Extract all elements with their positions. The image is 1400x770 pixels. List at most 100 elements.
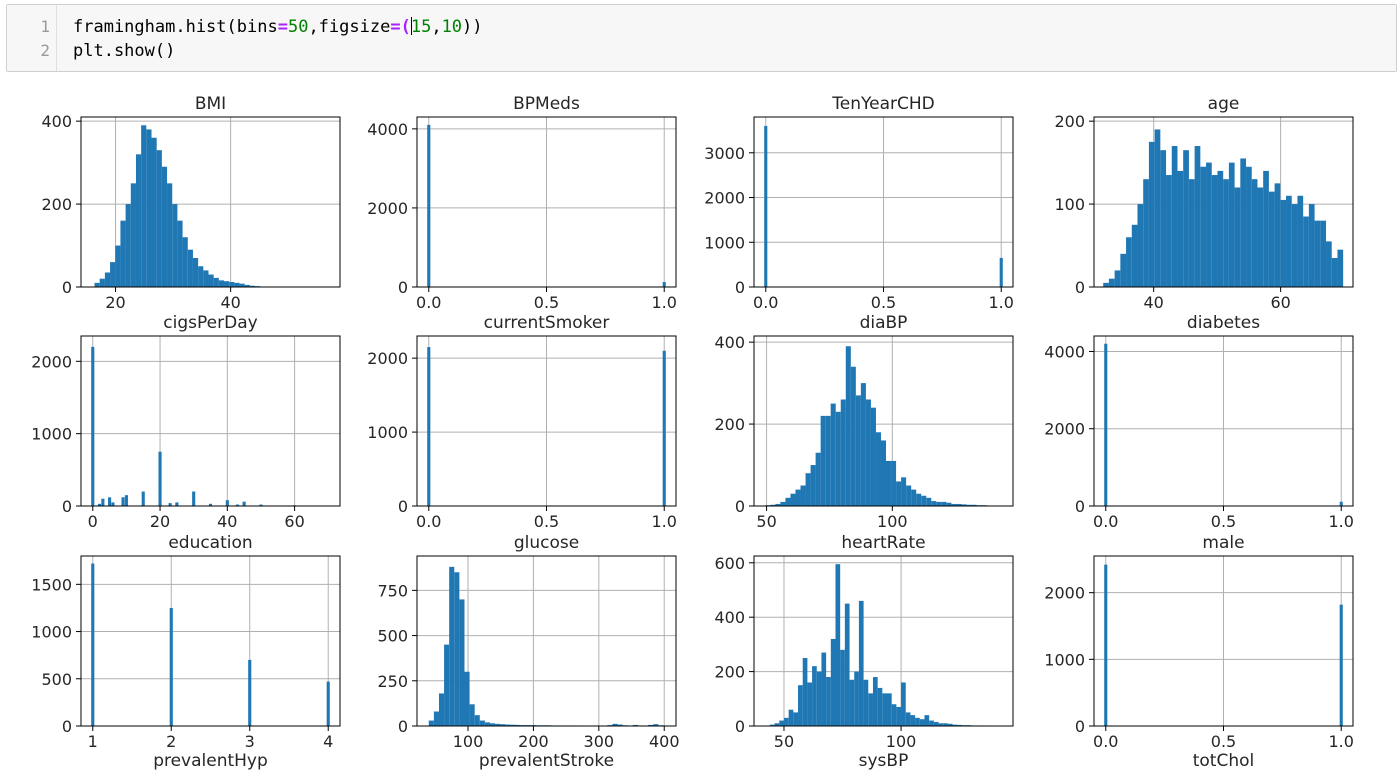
y-tick-label: 0 [1075, 278, 1085, 297]
histogram-bar [812, 666, 817, 726]
code-cell[interactable]: 1 2 framingham.hist(bins=50,figsize=(15,… [6, 4, 1397, 72]
histogram-bar [218, 280, 225, 287]
histogram-bar [1120, 253, 1127, 287]
histogram-bar [213, 277, 219, 287]
histogram-bar [896, 481, 902, 506]
x-tick-label: 200 [518, 732, 549, 751]
code-line[interactable]: framingham.hist(bins=50,figsize=(15,10)) [73, 15, 483, 39]
histogram-bar [880, 440, 887, 506]
y-tick-label: 750 [377, 581, 408, 600]
histogram-bar [1223, 179, 1229, 287]
axes-frame [1093, 116, 1354, 288]
histogram-bar [957, 724, 962, 726]
x-tick-label: 400 [649, 732, 680, 751]
y-tick-label: 1500 [31, 575, 72, 594]
code-line[interactable]: plt.show() [73, 41, 176, 61]
y-tick-label: 2000 [367, 349, 408, 368]
histogram-bar [844, 603, 850, 726]
histogram-bar [938, 723, 944, 726]
line-number-gutter: 1 2 [7, 5, 57, 71]
histogram-bar [952, 724, 958, 726]
subplot-title: male [1202, 533, 1244, 553]
histogram-bar [248, 659, 252, 726]
histogram-bar [783, 717, 789, 726]
histogram-bar [444, 644, 450, 726]
histogram-bar [225, 500, 229, 506]
histogram-bar [99, 278, 105, 287]
histogram-bar [234, 282, 240, 287]
histogram-bar [919, 719, 925, 726]
y-tick-label: 500 [377, 627, 408, 646]
histogram-bar [870, 407, 876, 506]
histogram-bar [229, 282, 235, 287]
histogram-bar [775, 503, 781, 506]
y-tick-label: 1000 [31, 425, 72, 444]
histogram-bar [192, 491, 196, 506]
y-tick-label: 200 [714, 415, 745, 434]
histogram-bar [882, 693, 888, 726]
x-tick-label: 1 [88, 732, 98, 751]
x-tick-label: 3 [245, 732, 255, 751]
y-tick-label: 2000 [367, 199, 408, 218]
histogram-bar [886, 460, 892, 506]
x-tick-label: 1.0 [989, 293, 1014, 312]
subplot-title: totChol [1193, 751, 1255, 770]
histogram-bar [175, 502, 179, 506]
histogram-bar [662, 282, 666, 287]
histogram-bar [1339, 501, 1343, 506]
histogram-bar [135, 154, 142, 287]
histogram-bar [863, 679, 869, 726]
histogram-subplot: 0.0 0.5 1.0 0 1000 2000 currentSmoker [367, 313, 677, 531]
histogram-bar [111, 502, 115, 506]
histogram-bar [244, 284, 250, 287]
y-tick-label: 0 [735, 278, 745, 297]
histogram-bar [505, 724, 511, 726]
histogram-bar [798, 685, 803, 726]
histogram-bar [612, 723, 618, 726]
histogram-bar [168, 503, 172, 506]
y-tick-label: 250 [377, 672, 408, 691]
histogram-subplot: 0.0 0.5 1.0 0 2000 4000 BPMeds [367, 94, 677, 312]
histogram-bar [474, 715, 480, 726]
histogram-bar [1177, 170, 1184, 287]
histogram-bar [816, 671, 822, 726]
histogram-bar [97, 503, 102, 506]
histogram-bar [1194, 146, 1201, 287]
histogram-bar [427, 124, 431, 287]
histogram-bar [872, 677, 878, 726]
histogram-bar [94, 282, 100, 287]
histogram-bar [1320, 220, 1327, 287]
histogram-bar [891, 460, 897, 506]
x-tick-label: 50 [756, 512, 776, 531]
histogram-bar [820, 415, 826, 506]
histogram-bar [1337, 249, 1344, 287]
histogram-bar [1274, 183, 1281, 287]
text-cursor [410, 17, 412, 35]
histogram-bar [926, 497, 932, 506]
histogram-bar [1103, 282, 1109, 287]
subplot-title: currentSmoker [484, 313, 610, 333]
histogram-bar [875, 432, 881, 506]
y-tick-label: 400 [41, 112, 72, 131]
histogram-bar [1263, 170, 1269, 287]
histogram-bar [130, 183, 136, 287]
y-tick-label: 2000 [1044, 584, 1085, 603]
histogram-bar [1114, 270, 1121, 287]
histogram-bar [182, 237, 188, 287]
code-token: )) [462, 17, 483, 37]
x-tick-label: 100 [877, 512, 908, 531]
histogram-bar [840, 399, 846, 506]
y-tick-label: 2000 [31, 352, 72, 371]
x-tick-label: 0 [88, 512, 98, 531]
histogram-bar [951, 503, 957, 506]
subplot-title: prevalentStroke [479, 751, 614, 770]
histogram-bar [971, 504, 977, 506]
y-tick-label: 0 [398, 278, 408, 297]
histogram-bar [793, 712, 799, 726]
x-tick-label: 300 [584, 732, 615, 751]
histogram-bar [1131, 224, 1138, 287]
x-tick-label: 40 [1143, 293, 1163, 312]
histogram-subplot: 40 60 0 100 200 age [1054, 94, 1354, 312]
y-tick-label: 0 [735, 497, 745, 516]
